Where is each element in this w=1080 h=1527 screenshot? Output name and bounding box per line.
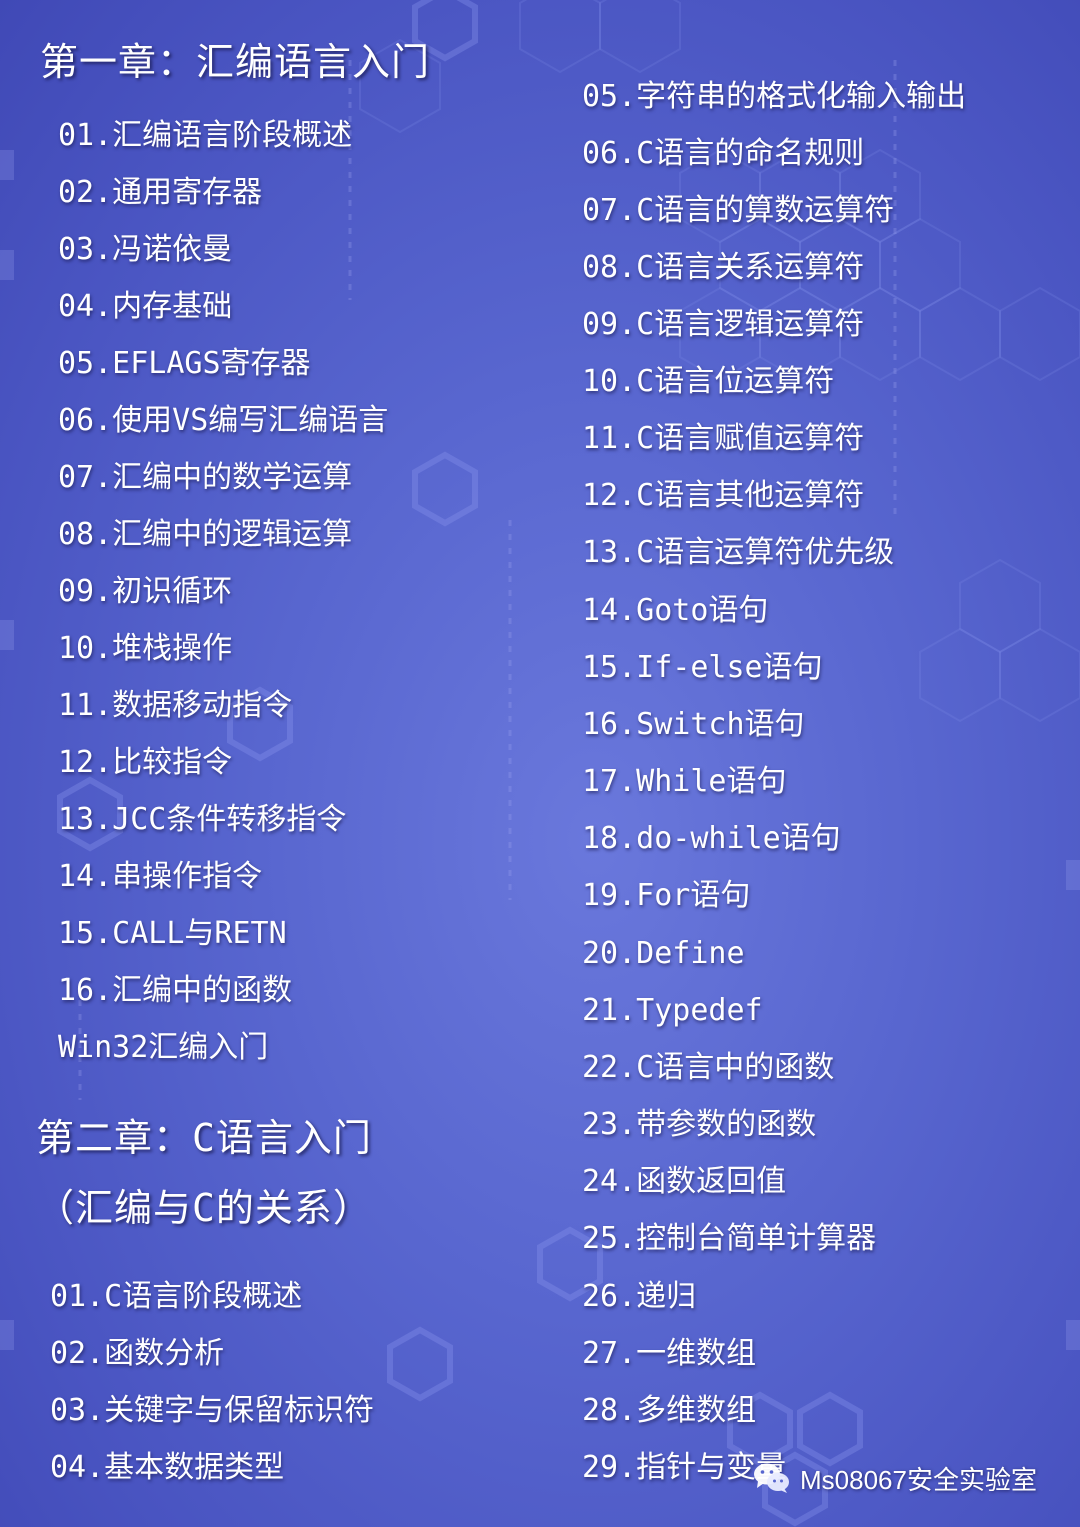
chapter1-item: 06.使用VS编写汇编语言 [58,403,389,438]
chapter1-item: 07.汇编中的数学运算 [58,460,353,495]
chapter2-right-item: 14.Goto语句 [582,593,769,628]
chapter1-item: 05.EFLAGS寄存器 [58,346,311,381]
chapter2-right-item: 09.C语言逻辑运算符 [582,307,865,342]
wechat-icon [754,1463,789,1493]
chapter1-item: 02.通用寄存器 [58,175,263,210]
chapter1-item: 03.冯诺依曼 [58,232,233,267]
chapter1-title: 第一章：汇编语言入门 [40,40,431,84]
chapter2-right-item: 13.C语言运算符优先级 [582,535,895,570]
chapter2-right-item: 24.函数返回值 [582,1164,787,1199]
chapter2-right-item: 10.C语言位运算符 [582,364,835,399]
chapter2-item: 04.基本数据类型 [50,1450,285,1485]
chapter2-right-item: 26.递归 [582,1279,697,1314]
chapter2-item: 03.关键字与保留标识符 [50,1393,375,1428]
chapter2-right-item: 15.If-else语句 [582,650,823,685]
chapter2-title: 第二章：C语言入门 [36,1116,372,1160]
chapter1-item: 09.初识循环 [58,574,233,609]
chapter2-right-item: 12.C语言其他运算符 [582,478,865,513]
chapter2-right-item: 21.Typedef [582,993,763,1028]
watermark: Ms08067安全实验室 [752,1458,1037,1498]
chapter2-right-item: 05.字符串的格式化输入输出 [582,79,967,114]
chapter2-right-item: 08.C语言关系运算符 [582,250,865,285]
chapter2-right-item: 19.For语句 [582,878,751,913]
chapter2-right-item: 16.Switch语句 [582,707,805,742]
chapter1-item: 08.汇编中的逻辑运算 [58,517,353,552]
chapter2-right-item: 27.一维数组 [582,1336,757,1371]
chapter2-right-item: 18.do-while语句 [582,821,841,856]
chapter1-item: 10.堆栈操作 [58,631,233,666]
chapter2-right-item: 22.C语言中的函数 [582,1050,835,1085]
chapter2-right-item: 06.C语言的命名规则 [582,136,865,171]
chapter2-right-item: 23.带参数的函数 [582,1107,817,1142]
chapter2-right-item: 29.指针与变量 [582,1450,787,1485]
chapter1-item: 12.比较指令 [58,745,233,780]
chapter2-right-item: 25.控制台简单计算器 [582,1221,877,1256]
chapter2-right-item: 20.Define [582,936,745,971]
chapter1-item: 13.JCC条件转移指令 [58,802,347,837]
chapter1-item: 15.CALL与RETN [58,916,287,951]
chapter2-right-item: 17.While语句 [582,764,787,799]
chapter2-item: 02.函数分析 [50,1336,225,1371]
chapter1-item: 16.汇编中的函数 [58,973,293,1008]
chapter2-item: 01.C语言阶段概述 [50,1279,303,1314]
chapter1-item: 01.汇编语言阶段概述 [58,118,353,153]
chapter2-subtitle: （汇编与C的关系） [36,1186,372,1230]
chapter1-item: 04.内存基础 [58,289,233,324]
chapter1-item: 11.数据移动指令 [58,688,293,723]
chapter1-item: Win32汇编入门 [58,1030,269,1065]
watermark-text: Ms08067安全实验室 [800,1464,1037,1495]
chapter2-right-item: 07.C语言的算数运算符 [582,193,895,228]
chapter1-item: 14.串操作指令 [58,859,263,894]
chapter2-right-item: 28.多维数组 [582,1393,757,1428]
chapter2-right-item: 11.C语言赋值运算符 [582,421,865,456]
